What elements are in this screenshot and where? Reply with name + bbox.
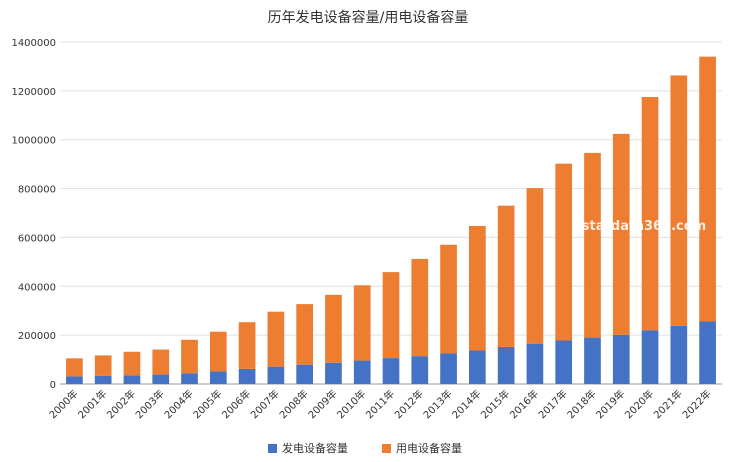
bar-generation [66, 376, 83, 384]
x-tick-label: 2006年 [219, 387, 253, 421]
bar-generation [353, 360, 371, 384]
bar-consumption [497, 205, 515, 347]
bar-generation [382, 358, 400, 384]
bar-generation [641, 330, 659, 384]
bar-consumption [181, 339, 198, 374]
y-tick-label: 0 [50, 380, 56, 391]
bar-generation [267, 366, 285, 384]
bar-generation [238, 368, 256, 384]
bar-consumption [440, 244, 457, 354]
y-tick-label: 600000 [18, 233, 56, 244]
bar-generation [209, 371, 227, 384]
x-tick-label: 2015年 [478, 387, 512, 421]
bar-generation [555, 340, 573, 384]
legend: 发电设备容量 用电设备容量 [268, 441, 462, 455]
x-tick-label: 2019年 [593, 387, 627, 421]
x-tick-label: 2004年 [161, 387, 195, 421]
legend-swatch [268, 444, 277, 453]
bar-generation [497, 346, 515, 384]
bar-consumption [555, 163, 573, 341]
y-tick-label: 400000 [18, 282, 56, 293]
bar-generation [670, 325, 688, 384]
bar-consumption [699, 56, 716, 322]
bar-generation [440, 353, 457, 384]
bar-consumption [66, 358, 83, 377]
y-tick-label: 200000 [18, 331, 56, 342]
x-tick-label: 2018年 [564, 387, 598, 421]
legend-label: 用电设备容量 [396, 441, 462, 455]
bars [66, 56, 716, 384]
bar-consumption [469, 225, 486, 351]
y-tick-label: 800000 [18, 185, 56, 196]
bar-consumption [612, 133, 630, 335]
bar-consumption [670, 75, 688, 326]
bar-consumption [411, 258, 429, 357]
y-axis-ticks: 0 200000 400000 600000 800000 1000000 1200000 1… [11, 38, 56, 391]
x-tick-label: 2013年 [420, 387, 454, 421]
bar-generation [469, 350, 486, 384]
bar-generation [152, 374, 170, 384]
x-tick-label: 2011年 [363, 387, 397, 421]
x-tick-label: 2002年 [104, 387, 138, 421]
x-tick-label: 2007年 [248, 387, 282, 421]
x-tick-label: 2001年 [75, 387, 109, 421]
bar-generation [94, 375, 112, 384]
y-tick-label: 1000000 [11, 136, 56, 147]
x-tick-label: 2022年 [679, 387, 713, 421]
bar-generation [699, 321, 716, 384]
x-tick-label: 2010年 [334, 387, 368, 421]
bar-consumption [123, 351, 141, 376]
bar-consumption [353, 285, 371, 361]
bar-consumption [267, 311, 285, 367]
bar-generation [526, 343, 544, 384]
bar-generation [123, 375, 141, 384]
x-tick-label: 2017年 [536, 387, 570, 421]
x-tick-label: 2014年 [449, 387, 483, 421]
x-tick-label: 2020年 [622, 387, 656, 421]
x-tick-label: 2000年 [46, 387, 80, 421]
bar-generation [411, 356, 429, 384]
bar-consumption [325, 294, 342, 363]
legend-swatch [382, 444, 391, 453]
bar-generation [296, 364, 313, 384]
bar-consumption [238, 322, 256, 369]
bar-consumption [296, 304, 313, 365]
x-tick-label: 2016年 [507, 387, 541, 421]
bar-generation [181, 373, 198, 384]
bar-consumption [209, 331, 227, 372]
bar-consumption [584, 152, 601, 338]
x-tick-label: 2003年 [133, 387, 167, 421]
x-tick-label: 2012年 [392, 387, 426, 421]
x-tick-label: 2021年 [651, 387, 685, 421]
y-tick-label: 1400000 [11, 38, 56, 49]
bar-consumption [152, 349, 170, 375]
x-tick-label: 2009年 [305, 387, 339, 421]
bar-consumption [94, 355, 112, 376]
y-tick-label: 1200000 [11, 87, 56, 98]
bar-generation [325, 362, 342, 384]
legend-label: 发电设备容量 [282, 441, 348, 455]
x-axis-ticks: 2000年2001年2002年2003年2004年2005年2006年2007年… [46, 387, 713, 421]
bar-generation [584, 337, 601, 384]
bar-consumption [641, 96, 659, 331]
x-tick-label: 2005年 [190, 387, 224, 421]
watermark: stardata360.com [582, 219, 706, 234]
chart-title: 历年发电设备容量/用电设备容量 [268, 9, 469, 26]
bar-consumption [526, 188, 544, 344]
bar-consumption [382, 272, 400, 359]
x-tick-label: 2008年 [277, 387, 311, 421]
bar-generation [612, 334, 630, 384]
